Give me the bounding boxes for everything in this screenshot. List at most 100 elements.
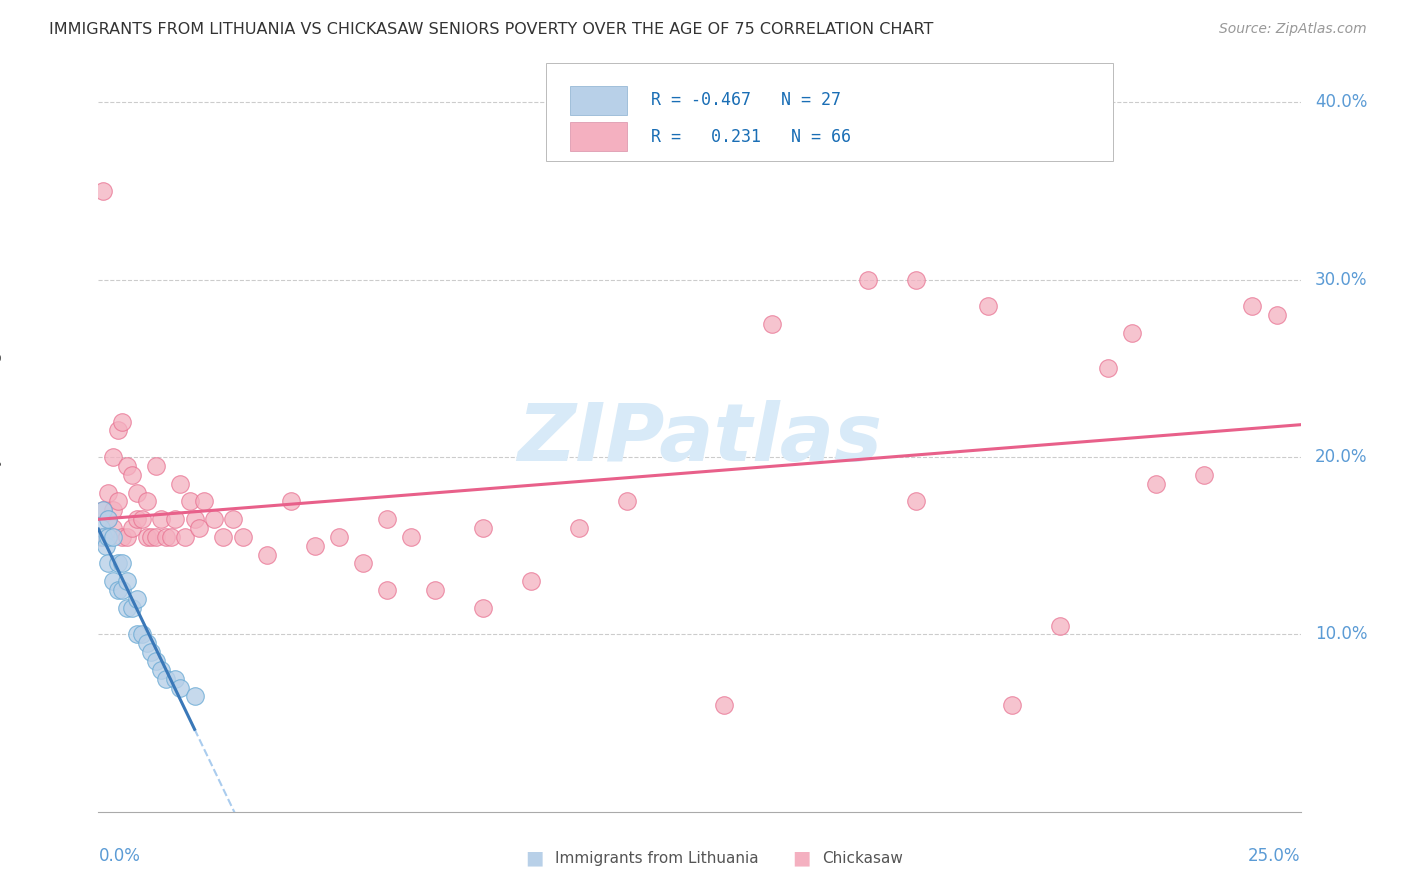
Point [125, 627, 148, 641]
Point [904, 494, 927, 508]
Point [222, 512, 245, 526]
Text: 10.0%: 10.0% [1315, 625, 1368, 643]
Point [183, 690, 205, 704]
Point [125, 485, 148, 500]
Point [183, 512, 205, 526]
Point [117, 458, 139, 473]
Point [101, 530, 124, 544]
Point [472, 521, 495, 535]
Point [761, 317, 783, 331]
Point [1144, 476, 1167, 491]
Point [125, 512, 148, 526]
Text: Source: ZipAtlas.com: Source: ZipAtlas.com [1219, 22, 1367, 37]
Point [135, 636, 157, 650]
Text: Chickasaw: Chickasaw [823, 851, 904, 865]
Point [1049, 618, 1071, 632]
Point [107, 424, 129, 438]
Text: 40.0%: 40.0% [1315, 94, 1368, 112]
Point [131, 627, 153, 641]
Point [169, 476, 191, 491]
Point [91, 503, 114, 517]
Text: ■: ■ [524, 848, 544, 868]
Point [165, 672, 187, 686]
Point [91, 530, 114, 544]
Point [472, 600, 495, 615]
Text: Seniors Poverty Over the Age of 75: Seniors Poverty Over the Age of 75 [0, 293, 3, 585]
Point [121, 521, 143, 535]
Text: Immigrants from Lithuania: Immigrants from Lithuania [555, 851, 759, 865]
Point [202, 512, 225, 526]
Point [328, 530, 350, 544]
Point [141, 645, 163, 659]
Point [97, 512, 120, 526]
Point [90, 521, 112, 535]
Point [1001, 698, 1024, 713]
FancyBboxPatch shape [569, 87, 627, 114]
Point [111, 530, 134, 544]
Point [149, 663, 172, 677]
Point [174, 530, 197, 544]
Point [117, 530, 139, 544]
Point [145, 654, 167, 668]
Point [304, 539, 326, 553]
Point [399, 530, 422, 544]
Point [107, 582, 129, 597]
Point [90, 530, 112, 544]
Point [280, 494, 302, 508]
Point [1121, 326, 1143, 340]
Text: R = -0.467   N = 27: R = -0.467 N = 27 [651, 91, 841, 110]
Point [101, 503, 124, 517]
Point [423, 582, 446, 597]
Point [352, 557, 374, 571]
Point [121, 467, 143, 482]
Point [97, 530, 120, 544]
Point [135, 494, 157, 508]
Point [169, 681, 191, 695]
Point [111, 557, 134, 571]
Point [97, 557, 120, 571]
Point [91, 503, 114, 517]
Text: 20.0%: 20.0% [1315, 448, 1368, 466]
Point [117, 574, 139, 589]
Point [101, 450, 124, 464]
Point [155, 530, 177, 544]
Text: IMMIGRANTS FROM LITHUANIA VS CHICKASAW SENIORS POVERTY OVER THE AGE OF 75 CORREL: IMMIGRANTS FROM LITHUANIA VS CHICKASAW S… [49, 22, 934, 37]
Point [193, 494, 215, 508]
Text: 30.0%: 30.0% [1315, 270, 1368, 289]
Point [101, 574, 124, 589]
Point [256, 548, 278, 562]
Point [131, 512, 153, 526]
Point [165, 512, 187, 526]
Point [375, 582, 398, 597]
Point [375, 512, 398, 526]
Text: ZIPatlas: ZIPatlas [517, 401, 882, 478]
FancyBboxPatch shape [546, 63, 1114, 161]
FancyBboxPatch shape [569, 122, 627, 151]
Point [141, 530, 163, 544]
Point [1241, 299, 1264, 313]
Point [91, 184, 114, 198]
Text: 0.0%: 0.0% [98, 847, 141, 865]
Point [1097, 361, 1119, 376]
Point [94, 539, 117, 553]
Point [121, 600, 143, 615]
Point [149, 512, 172, 526]
Point [125, 591, 148, 606]
Point [111, 415, 134, 429]
Point [145, 458, 167, 473]
Point [520, 574, 543, 589]
Point [904, 273, 927, 287]
Point [977, 299, 1000, 313]
Text: 25.0%: 25.0% [1249, 847, 1301, 865]
Point [155, 672, 177, 686]
Point [616, 494, 638, 508]
Point [135, 530, 157, 544]
Point [107, 557, 129, 571]
Point [107, 494, 129, 508]
Text: R =   0.231   N = 66: R = 0.231 N = 66 [651, 128, 852, 145]
Point [159, 530, 181, 544]
Point [101, 521, 124, 535]
Point [856, 273, 879, 287]
Point [97, 485, 120, 500]
Point [1194, 467, 1216, 482]
